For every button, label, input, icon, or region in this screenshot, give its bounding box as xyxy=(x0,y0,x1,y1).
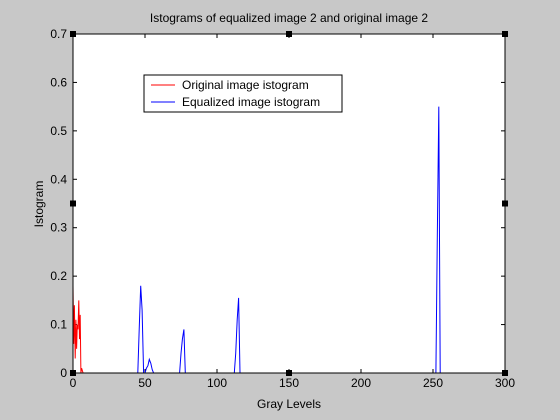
axes-frame xyxy=(72,33,506,374)
x-tick-label: 150 xyxy=(279,376,299,390)
y-tick-label: 0.4 xyxy=(50,172,67,186)
y-tick-label: 0.1 xyxy=(50,318,67,332)
tick-layer: 0 50 100 150 200 250 300 0 0.1 0.2 0.3 0.4 0.5 0.6 0.7 xyxy=(50,27,515,390)
y-tick-label: 0 xyxy=(60,366,67,380)
x-axis-label: Gray Levels xyxy=(257,397,321,411)
y-tick-label: 0.2 xyxy=(50,269,67,283)
y-tick-label: 0.3 xyxy=(50,221,67,235)
y-tick-label: 0.7 xyxy=(50,27,67,41)
y-axis-label: Istogram xyxy=(32,181,46,228)
legend-box xyxy=(143,74,343,113)
x-tick-label: 50 xyxy=(138,376,152,390)
y-tick-label: 0.6 xyxy=(50,75,67,89)
chart-title: Istograms of equalized image 2 and origi… xyxy=(150,11,428,25)
x-tick-label: 200 xyxy=(351,376,371,390)
legend-label-equalized: Equalized image istogram xyxy=(182,95,320,109)
legend-label-original: Original image istogram xyxy=(182,78,309,92)
x-tick-label: 250 xyxy=(423,376,443,390)
x-tick-label: 0 xyxy=(70,376,77,390)
series-line-0 xyxy=(72,285,84,374)
x-tick-label: 300 xyxy=(495,376,515,390)
y-tick-label: 0.5 xyxy=(50,124,67,138)
x-tick-label: 100 xyxy=(207,376,227,390)
legend: Original image istogram Equalized image … xyxy=(143,74,343,113)
